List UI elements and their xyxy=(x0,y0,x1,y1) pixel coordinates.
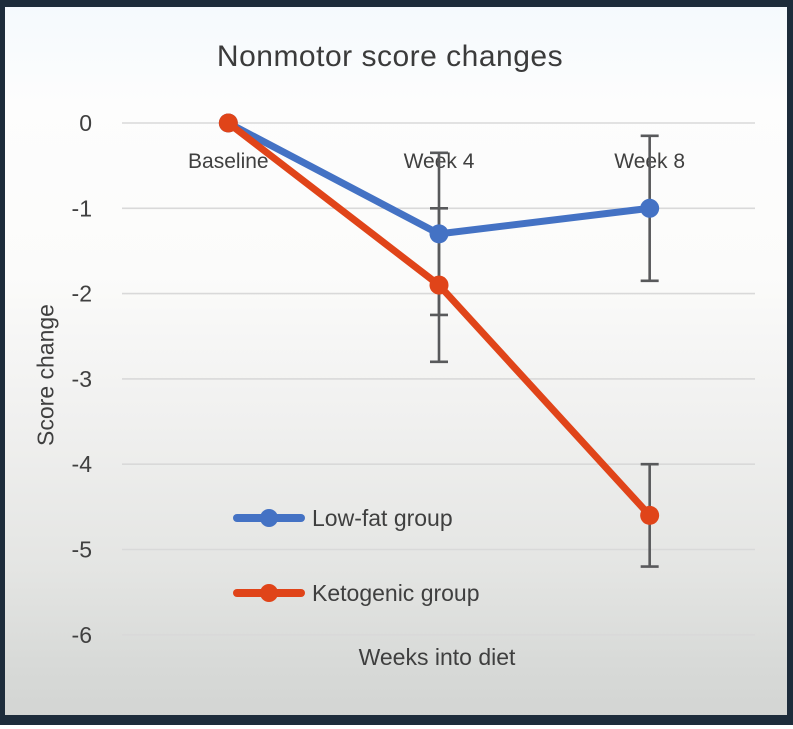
legend-item: Low-fat group xyxy=(233,504,480,532)
y-tick-label: -4 xyxy=(72,451,93,477)
x-category-label: Baseline xyxy=(188,150,269,173)
y-tick-label: -2 xyxy=(72,281,92,307)
legend-item: Ketogenic group xyxy=(233,579,480,607)
data-point-marker xyxy=(429,224,449,244)
frame-bottom-strip xyxy=(0,725,793,729)
chart-title: Nonmotor score changes xyxy=(216,40,564,73)
legend-line-marker-swatch xyxy=(233,589,305,597)
chart-legend: Low-fat group Ketogenic group xyxy=(233,504,480,654)
frame-border-left xyxy=(0,0,5,729)
data-point-marker xyxy=(640,198,660,218)
data-point-marker xyxy=(218,113,238,133)
y-tick-label: 0 xyxy=(79,110,92,136)
legend-label: Ketogenic group xyxy=(312,579,480,606)
frame-border-top xyxy=(0,0,793,7)
frame-border-bottom xyxy=(0,715,793,725)
data-point-marker xyxy=(640,505,660,525)
frame-border-right xyxy=(787,0,793,729)
legend-label: Low-fat group xyxy=(312,504,453,531)
y-tick-label: -3 xyxy=(72,366,92,392)
x-axis-title: Weeks into diet xyxy=(358,644,516,670)
data-point-marker xyxy=(429,275,449,295)
y-tick-label: -6 xyxy=(72,622,92,648)
y-tick-label: -1 xyxy=(72,195,92,221)
y-tick-label: -5 xyxy=(72,537,92,563)
y-axis-title: Score change xyxy=(32,304,59,446)
legend-line-marker-swatch xyxy=(233,514,305,522)
